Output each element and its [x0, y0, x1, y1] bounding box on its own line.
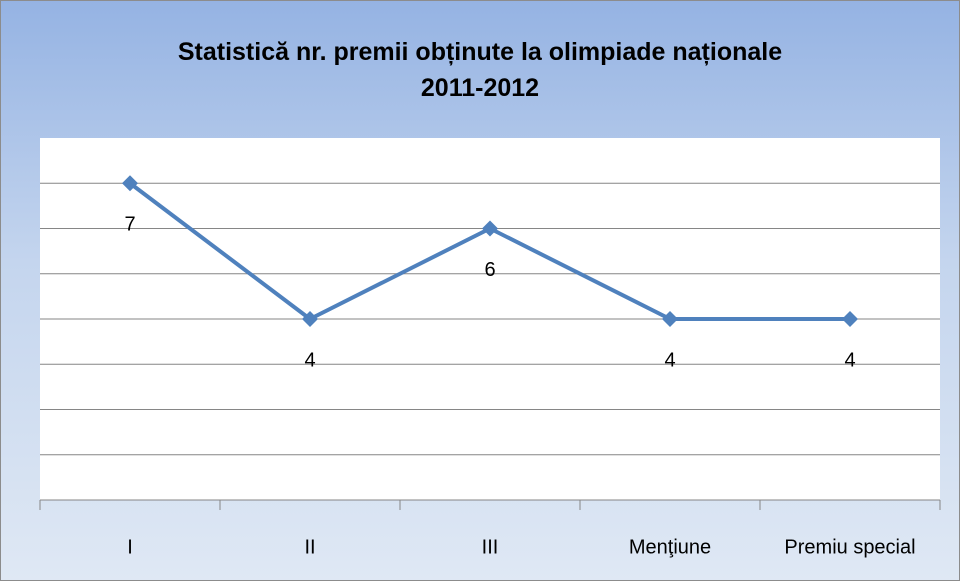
x-tick-label: II [304, 536, 315, 558]
marker [482, 220, 498, 237]
chart-title: Statistică nr. premii obținute la olimpi… [177, 38, 783, 102]
x-tick-label: Menţiune [629, 536, 711, 558]
data-label: 4 [844, 349, 855, 371]
marker [842, 311, 858, 327]
data-label: 7 [124, 214, 135, 236]
x-tick-label: III [482, 536, 499, 558]
data-label: 6 [484, 259, 495, 281]
marker [302, 311, 318, 327]
data-label: 4 [664, 349, 675, 371]
x-tick-label: Premiu special [784, 536, 915, 558]
data-label: 4 [304, 349, 315, 371]
x-tick-label: I [127, 536, 133, 558]
marker [122, 175, 138, 192]
marker [662, 311, 678, 327]
